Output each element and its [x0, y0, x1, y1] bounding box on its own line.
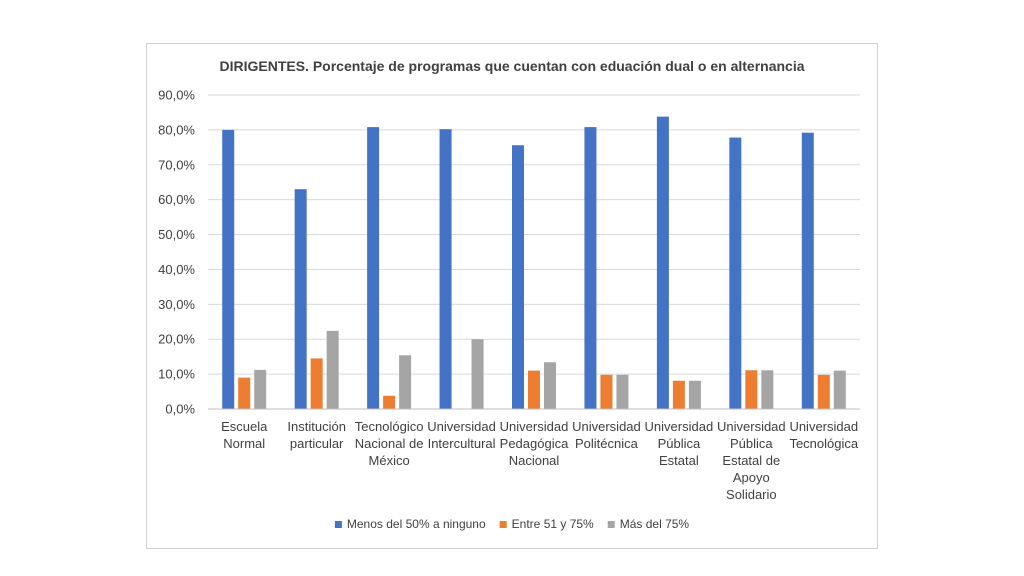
x-category-label: Escuela Normal	[221, 419, 268, 451]
bar	[294, 189, 307, 409]
chart-title: DIRIGENTES. Porcentaje de programas que …	[219, 58, 804, 74]
legend[interactable]: Menos del 50% a ninguno Entre 51 y 75% Más…	[334, 517, 690, 531]
legend-item[interactable]: Más del 75%	[607, 517, 690, 531]
gridlines	[208, 94, 860, 375]
bar	[833, 370, 846, 409]
bar	[761, 370, 774, 409]
y-tick-label: 40,0%	[158, 262, 195, 277]
y-tick-label: 0,0%	[165, 402, 195, 417]
legend-label: Menos del 50% a ninguno	[347, 517, 486, 531]
x-category-label: Universidad Politécnica	[572, 419, 641, 451]
legend-swatch	[334, 521, 342, 528]
y-axis-ticks: 0,0% 10,0% 20,0% 30,0% 40,0% 50,0% 60,0% 70,0% 8…	[158, 88, 195, 417]
bar	[238, 377, 251, 409]
y-tick-label: 50,0%	[158, 227, 195, 242]
y-tick-label: 70,0%	[158, 157, 195, 172]
bar	[528, 370, 540, 409]
bar-chart: DIRIGENTES. Porcentaje de programas que …	[158, 58, 860, 531]
bar	[656, 116, 669, 410]
bar	[222, 129, 235, 409]
x-axis-categories: Escuela Normal Institución particular Tecnol…	[221, 419, 859, 502]
bar	[326, 330, 339, 409]
x-category-label: Universidad Pública Estatal de Apoyo Solidar…	[717, 419, 786, 502]
x-category-label: Universidad Pedagógica Nacional	[500, 419, 569, 468]
bar	[439, 129, 452, 409]
bar	[688, 380, 701, 409]
x-category-label: Tecnológico Nacional de México	[355, 419, 424, 468]
x-category-label: Institución particular	[287, 419, 346, 451]
bar	[584, 127, 597, 409]
x-category-label: Universidad Tecnológica	[789, 419, 858, 451]
legend-swatch	[607, 521, 615, 528]
bar	[383, 395, 396, 409]
bars	[222, 116, 846, 410]
bar	[367, 127, 380, 409]
legend-label: Entre 51 y 75%	[512, 517, 594, 531]
legend-item[interactable]: Menos del 50% a ninguno	[334, 517, 486, 531]
bar	[544, 362, 556, 409]
x-category-label: Universidad Pública Estatal	[645, 419, 714, 468]
bar	[471, 339, 484, 409]
y-tick-label: 80,0%	[158, 122, 195, 137]
bar	[616, 374, 629, 409]
bar	[745, 370, 758, 409]
bar	[729, 137, 742, 409]
legend-item[interactable]: Entre 51 y 75%	[499, 517, 594, 531]
bar	[310, 358, 323, 409]
legend-label: Más del 75%	[620, 517, 690, 531]
bar	[801, 132, 814, 409]
y-tick-label: 20,0%	[158, 332, 195, 347]
chart-frame: DIRIGENTES. Porcentaje de programas que …	[146, 43, 878, 549]
y-tick-label: 60,0%	[158, 192, 195, 207]
bar	[817, 374, 830, 409]
y-tick-label: 30,0%	[158, 297, 195, 312]
bar	[672, 380, 685, 409]
x-category-label: Universidad Intercultural	[427, 419, 496, 451]
bar	[600, 374, 613, 409]
bar	[399, 355, 412, 409]
bar	[254, 369, 267, 409]
y-tick-label: 10,0%	[158, 367, 195, 382]
bar	[512, 145, 524, 409]
legend-swatch	[499, 521, 507, 528]
y-tick-label: 90,0%	[158, 88, 195, 103]
